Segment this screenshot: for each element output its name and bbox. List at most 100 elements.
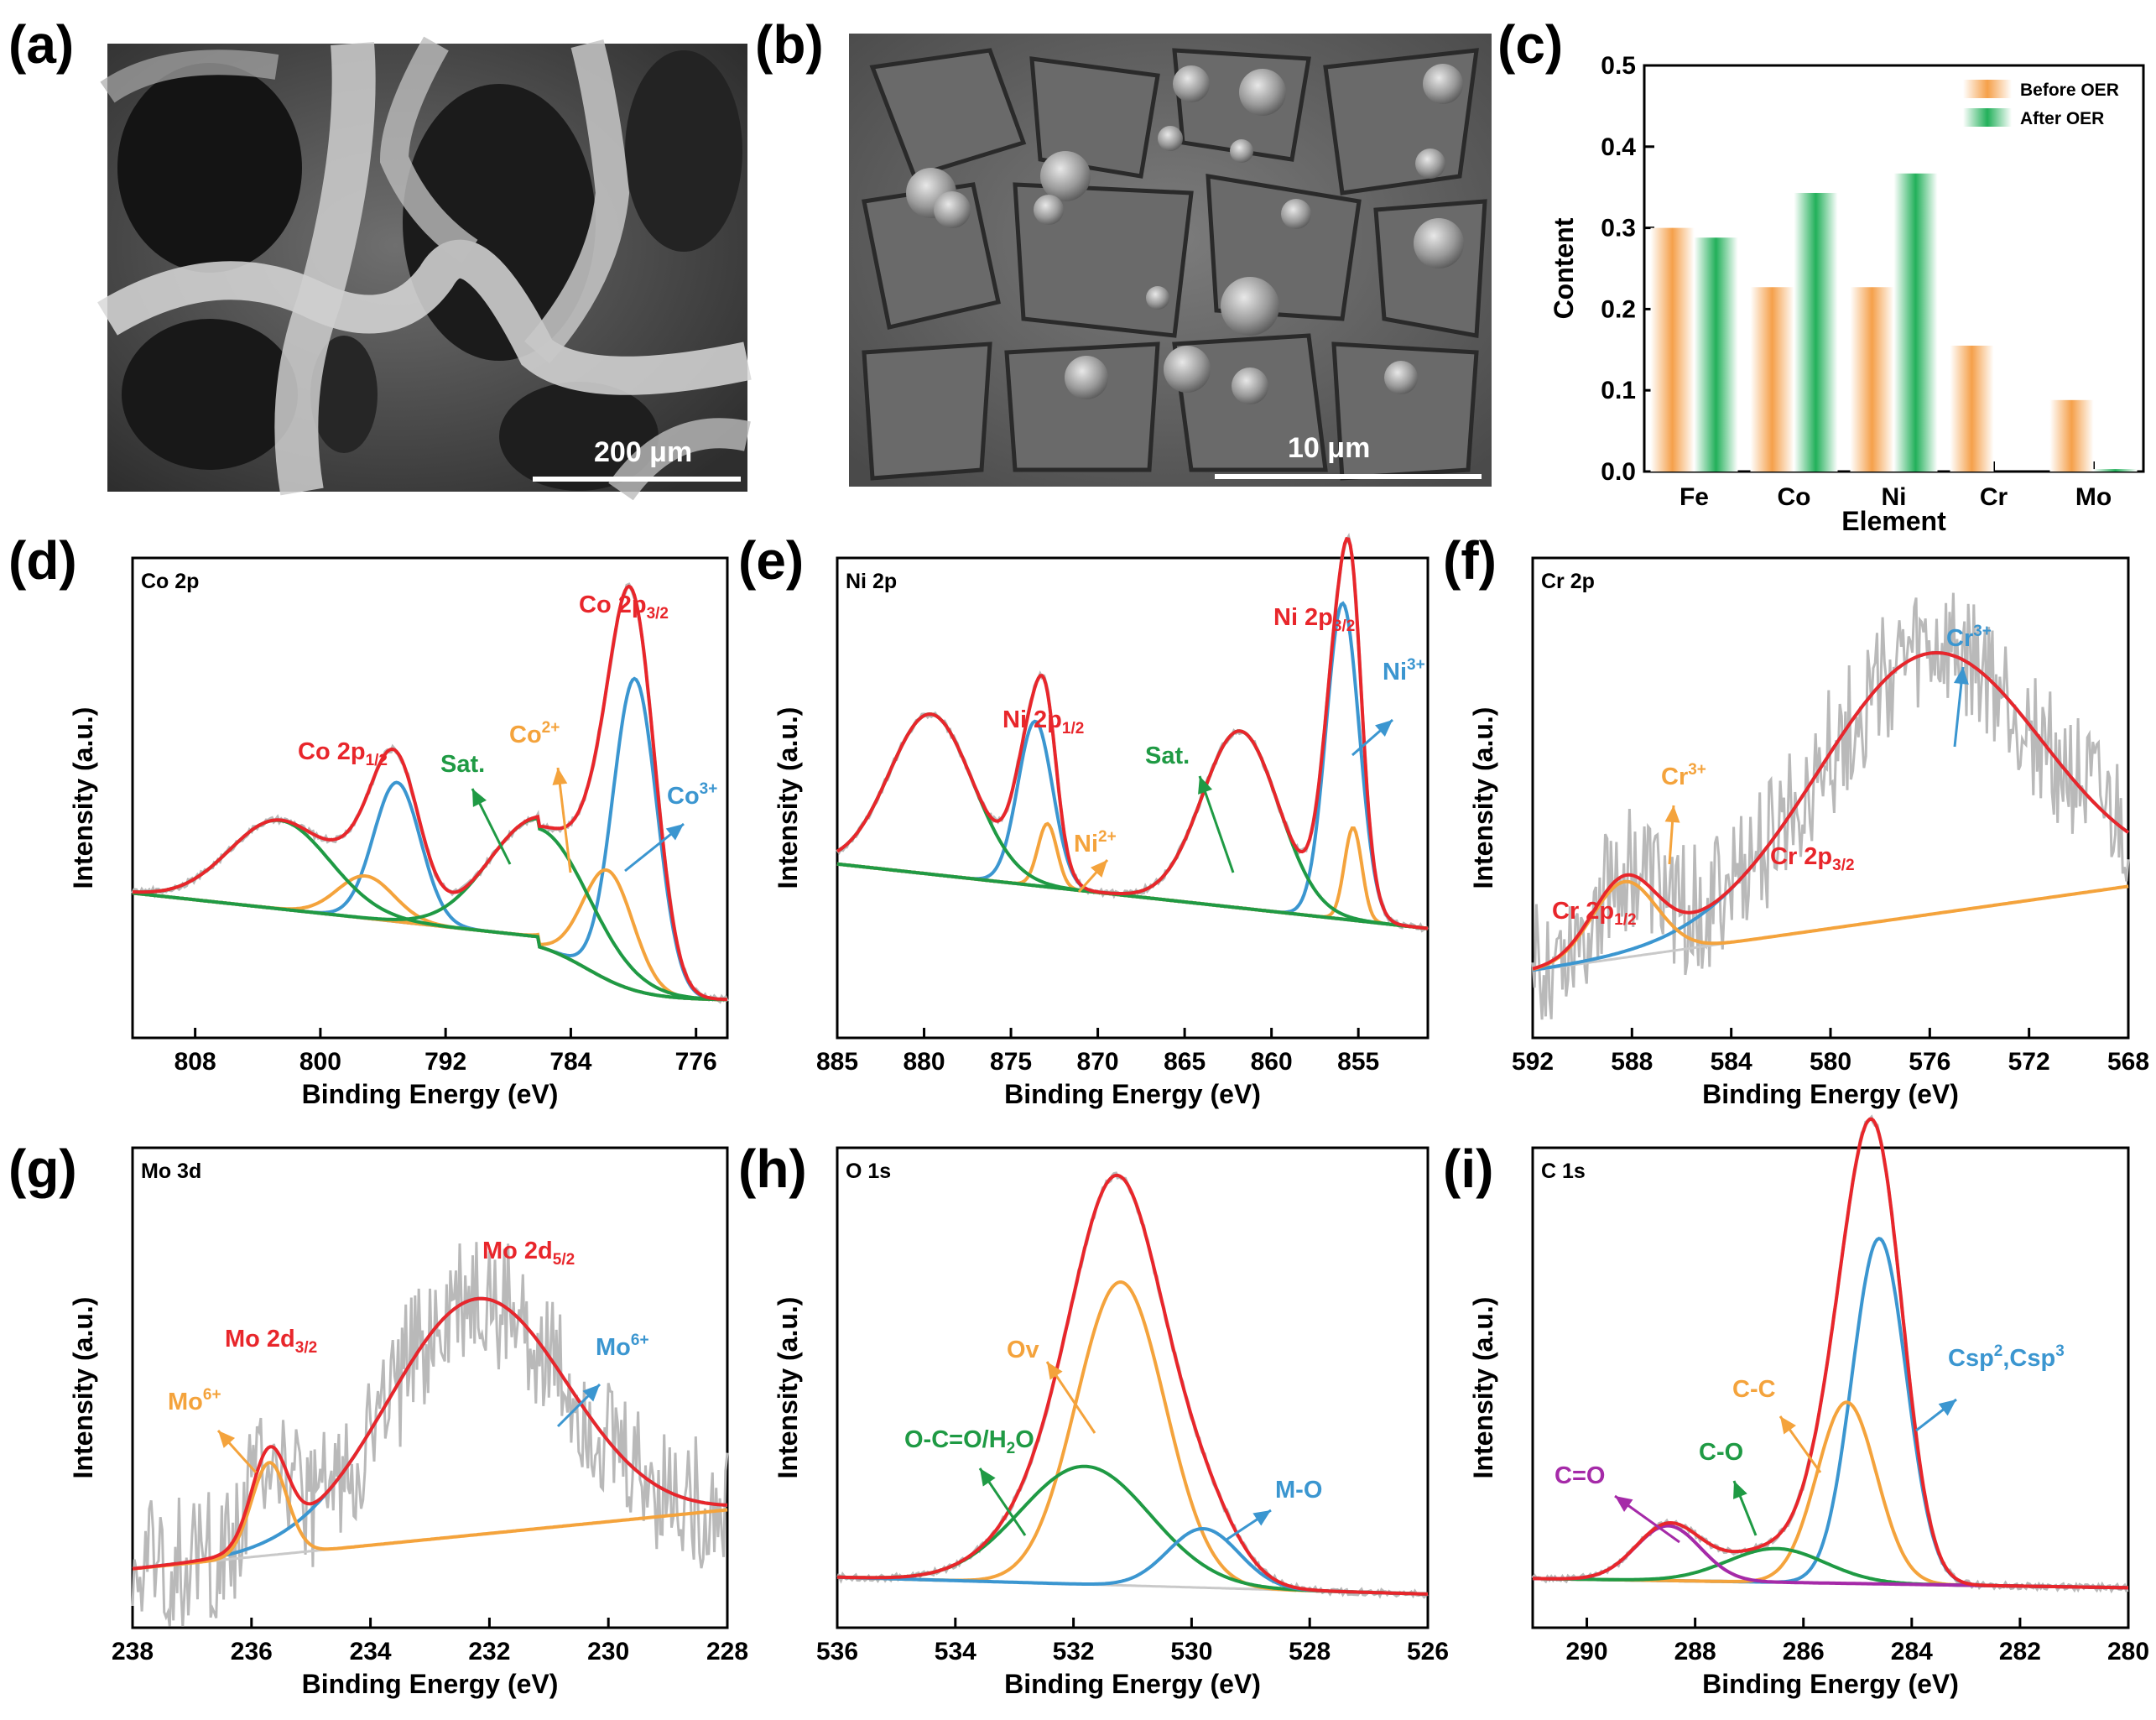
plot-frame-g [131,1146,729,1629]
fit-component-g-1 [132,1461,728,1571]
arrow-d-1 [552,767,572,873]
annotation-e-2: Sat. [1145,743,1190,769]
annotation-e-3: Ni2+ [1074,828,1117,857]
x-tick-label-c: Fe [1679,483,1709,511]
x-tick-label-h: 526 [1407,1638,1449,1665]
annotation-d-2: Sat. [440,751,485,778]
panel-label-c: (c) [1497,14,1563,75]
arrow-e-1-head [1090,860,1107,878]
panel-tag-e: Ni 2p [846,570,897,593]
x-tick-label-e: 855 [1337,1048,1379,1076]
x-tick-label-g: 228 [706,1638,748,1665]
annotation-e-0: Ni 2p3/2 [1273,604,1355,635]
legend-swatch-before [1963,80,2012,98]
annotation-d-1: Co 2p1/2 [298,738,388,769]
arrow-i-2 [1732,1480,1758,1536]
arrow-i-3 [1614,1494,1680,1544]
bar-cr-before [1950,345,1994,472]
arrow-d-1-head [552,768,568,785]
arrow-h-2-head [1252,1510,1271,1526]
arrow-h-2 [1226,1509,1272,1541]
x-tick-label-i: 284 [1891,1638,1933,1665]
x-tick-label-i: 290 [1566,1638,1608,1665]
panel-tag-d: Co 2p [141,570,199,593]
x-axis-label-g: Binding Energy (eV) [302,1669,559,1699]
panel-label-d: (d) [8,530,77,591]
y-axis-label-e: Intensity (a.u.) [773,707,803,889]
arrow-h-1 [978,1467,1027,1536]
fit-component-e-0 [836,601,1429,930]
panel-label-f: (f) [1443,530,1497,591]
fit-component-i-0 [1532,1237,2128,1590]
plot-frame-i [1531,1146,2130,1629]
x-tick-label-c: Co [1778,483,1811,511]
panel-i: (i) 290 288 286 284 282 280 Binding Energy (eV… [1443,1114,2149,1699]
arrow-i-0 [1778,1415,1822,1473]
panel-c: (c) 0.0 0.1 0.2 0.3 0.4 0.5 Fe Co Ni Cr Mo Element C… [1497,14,2145,536]
x-tick-label-h: 536 [816,1638,858,1665]
annotation-d-4: Co3+ [667,780,717,810]
annotation-i-1: C-C [1732,1376,1776,1403]
annotation-h-1: O-C=O/H2O [904,1426,1034,1457]
bar-mo-after [2093,469,2138,472]
x-tick-label-f: 576 [1909,1048,1950,1076]
arrow-d-0 [471,788,512,865]
y-tick-label-c: 0.5 [1601,52,1636,80]
x-tick-label-c: Ni [1882,483,1907,511]
annotation-e-4: Ni3+ [1383,656,1425,685]
x-tick-label-h: 532 [1053,1638,1095,1665]
plot-frame-h [836,1146,1430,1629]
annotation-d-3: Co2+ [509,719,560,748]
x-tick-label-e: 865 [1164,1048,1206,1076]
arrow-h-1-head [980,1468,996,1487]
y-tick-label-c: 0.4 [1601,133,1636,161]
arrow-e-0-shaft [1198,775,1235,873]
raw-spectrum-g [131,1242,729,1627]
panel-a: (a) 200 μm [8,14,752,501]
y-axis-label-g: Intensity (a.u.) [68,1297,98,1479]
arrow-f-0-head [1664,805,1680,823]
fit-envelope-e [836,537,1429,930]
x-tick-label-g: 234 [350,1638,392,1665]
annotation-h-2: M-O [1275,1477,1322,1504]
x-tick-label-f: 572 [2008,1048,2050,1076]
legend-label-before: Before OER [2020,81,2119,100]
baseline-d [132,891,727,1001]
annotation-i-3: C=O [1555,1462,1605,1489]
panel-d: (d) 808 800 792 784 776 Binding Energy (eV) In… [8,530,729,1109]
fit-envelope-f [1532,650,2130,971]
plot-frame-f [1531,556,2130,1040]
fit-envelope-g [132,1296,728,1571]
bar-fe-before [1650,227,1695,472]
x-axis-label-i: Binding Energy (eV) [1702,1669,1959,1699]
x-tick-label-g: 230 [587,1638,629,1665]
arrow-h-0-head [1047,1362,1063,1380]
fit-component-d-2 [132,868,727,1002]
arrow-g-1-head [582,1384,600,1402]
annotation-f-0: Cr 2p3/2 [1770,843,1855,874]
x-tick-label-f: 580 [1810,1048,1851,1076]
x-axis-label-e: Binding Energy (eV) [1004,1079,1261,1109]
x-tick-label-c: Cr [1980,483,2008,511]
panel-tag-i: C 1s [1541,1160,1586,1183]
bar-mo-before [2049,399,2094,472]
arrow-e-2-head [1375,720,1393,737]
x-tick-label-i: 288 [1674,1638,1716,1665]
panel-label-e: (e) [738,530,804,591]
arrow-d-2-head [665,824,684,841]
annotation-f-2: Cr3+ [1661,761,1706,790]
y-axis-label-h: Intensity (a.u.) [773,1297,803,1479]
x-tick-label-f: 588 [1611,1048,1653,1076]
arrow-f-0 [1664,805,1680,865]
arrow-e-1 [1077,858,1109,894]
scale-label-b: 10 μm [1288,432,1370,464]
x-tick-label-d: 776 [675,1048,717,1076]
annotation-h-0: Ov [1007,1337,1039,1363]
x-tick-label-e: 875 [990,1048,1032,1076]
annotation-i-0: Csp2,Csp3 [1948,1342,2065,1372]
y-axis-label-f: Intensity (a.u.) [1468,707,1498,889]
panel-f: (f) 592 588 584 580 576 572 568 Binding Energy … [1443,530,2149,1109]
sem-image-foam: 200 μm [97,36,752,501]
legend-swatch-after [1963,108,2012,127]
